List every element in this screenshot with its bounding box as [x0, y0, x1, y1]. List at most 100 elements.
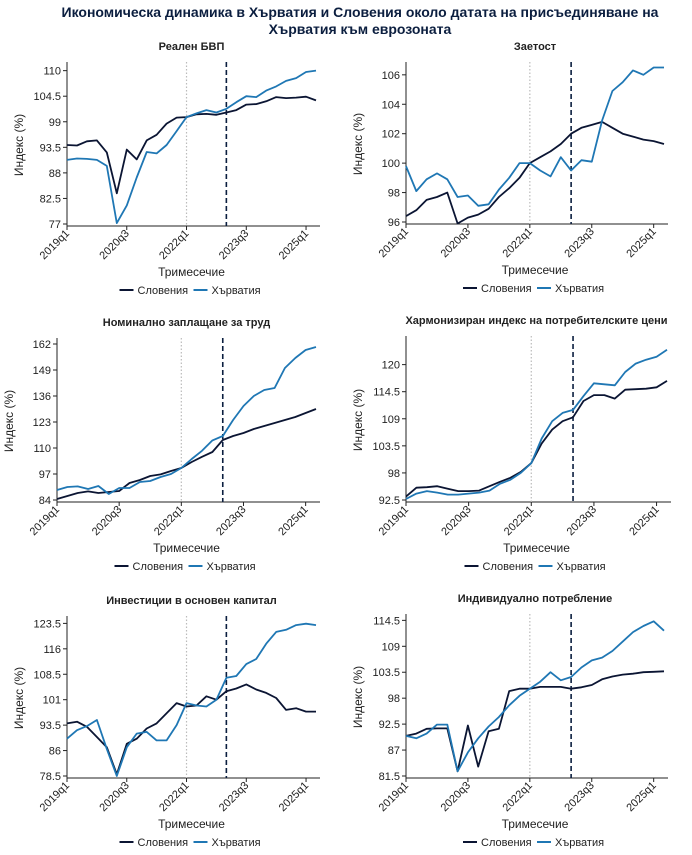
x-tick-label: 2020q3 — [90, 504, 124, 538]
y-tick-label: 103.5 — [372, 441, 400, 453]
series-line-slovenia — [405, 121, 665, 225]
y-tick-label: 116 — [43, 644, 61, 656]
y-tick-label: 82.5 — [40, 193, 61, 205]
series-line-slovenia — [66, 683, 316, 776]
y-tick-label: 81.5 — [379, 771, 400, 783]
x-tick-label: 2019q1 — [38, 228, 72, 262]
y-tick-label: 98 — [388, 468, 400, 480]
series-line-croatia — [66, 69, 317, 225]
y-tick-label: 92.5 — [379, 495, 400, 507]
x-tick-label: 2020q3 — [439, 226, 473, 260]
y-tick-label: 109 — [382, 641, 400, 653]
x-tick-label: 2019q1 — [38, 780, 72, 814]
x-tick-label: 2020q3 — [439, 504, 473, 538]
legend-label: Словения — [481, 837, 532, 849]
x-tick-label: 2022q1 — [502, 504, 536, 538]
chart-title: Заетост — [514, 41, 557, 53]
legend-label: Хърватия — [555, 283, 604, 295]
x-tick-label: 2022q1 — [152, 504, 186, 538]
legend-label: Словения — [133, 561, 184, 573]
y-tick-label: 110 — [33, 443, 51, 455]
x-tick-label: 2023q3 — [562, 780, 596, 814]
y-tick-label: 98 — [388, 693, 400, 705]
x-tick-label: 2022q1 — [157, 228, 191, 262]
x-tick-label: 2023q3 — [214, 504, 248, 538]
y-tick-label: 77 — [49, 219, 61, 231]
y-tick-label: 93.5 — [40, 142, 61, 154]
y-tick-label: 86 — [49, 746, 61, 758]
y-tick-label: 104 — [382, 99, 400, 111]
chart-panel-4: Хармонизиран индекс на потребителските ц… — [351, 315, 671, 573]
x-tick-label: 2022q1 — [501, 226, 535, 260]
x-axis-label: Тримесечие — [158, 265, 225, 279]
y-tick-label: 93.5 — [40, 720, 61, 732]
chart-panel-2: Заетост 96 98 100 102 104 106 2019q1 2020q3 2022q… — [351, 41, 668, 295]
y-tick-label: 149 — [33, 365, 51, 377]
legend-label: Словения — [138, 285, 189, 297]
legend-label: Словения — [138, 837, 189, 849]
series-line-croatia — [405, 620, 665, 773]
y-tick-label: 88 — [49, 168, 61, 180]
y-tick-label: 110 — [43, 66, 61, 78]
y-axis-label: Индекс (%) — [2, 390, 16, 452]
x-axis-label: Тримесечие — [153, 541, 220, 555]
y-axis-label: Индекс (%) — [351, 389, 365, 451]
legend-label: Словения — [483, 561, 534, 573]
x-tick-label: 2025q1 — [624, 226, 658, 260]
y-tick-label: 87 — [388, 745, 400, 757]
series-line-slovenia — [405, 670, 665, 773]
x-axis-label: Тримесечие — [502, 263, 569, 277]
chart-title: Хармонизиран индекс на потребителските ц… — [405, 315, 667, 327]
chart-title: Индивидуално потребление — [458, 593, 613, 605]
x-tick-label: 2020q3 — [439, 780, 473, 814]
y-tick-label: 114.5 — [373, 387, 400, 399]
y-tick-label: 100 — [382, 158, 400, 170]
chart-title: Номинално заплащане за труд — [103, 317, 270, 329]
x-tick-label: 2025q1 — [624, 780, 658, 814]
chart-panel-5: Инвестиции в основен капитал 78.5 86 93.5 10… — [12, 595, 320, 849]
x-axis-label: Тримесечие — [502, 817, 569, 831]
y-axis-label: Индекс (%) — [12, 667, 26, 729]
y-tick-label: 123.5 — [33, 618, 61, 630]
chart-title: Инвестиции в основен капитал — [106, 595, 277, 607]
series-line-croatia — [405, 349, 668, 500]
y-tick-label: 84 — [39, 495, 51, 507]
series-line-slovenia — [405, 380, 668, 498]
legend-label: Хърватия — [557, 561, 606, 573]
chart-panel-6: Индивидуално потребление 81.5 87 92.5 98 103.… — [351, 593, 668, 849]
figure-title: Икономическа динамика в Хърватия и Слове… — [40, 4, 680, 38]
legend-label: Словения — [481, 283, 532, 295]
x-axis-label: Тримесечие — [158, 817, 225, 831]
legend-label: Хърватия — [207, 561, 256, 573]
series-line-croatia — [66, 622, 317, 777]
y-tick-label: 104.5 — [33, 91, 61, 103]
x-tick-label: 2023q3 — [217, 780, 251, 814]
y-axis-label: Индекс (%) — [351, 113, 365, 175]
series-line-croatia — [56, 346, 317, 495]
legend-label: Хърватия — [212, 837, 261, 849]
y-tick-label: 99 — [49, 117, 61, 129]
x-tick-label: 2020q3 — [97, 228, 131, 262]
y-axis-label: Индекс (%) — [351, 666, 365, 728]
x-tick-label: 2022q1 — [157, 780, 191, 814]
chart-panel-3: Номинално заплащане за труд 84 97 110 123 136… — [2, 317, 320, 573]
y-tick-label: 136 — [33, 391, 51, 403]
y-tick-label: 98 — [388, 188, 400, 200]
x-tick-label: 2023q3 — [562, 226, 596, 260]
x-tick-label: 2023q3 — [217, 228, 251, 262]
x-tick-label: 2025q1 — [277, 228, 311, 262]
y-tick-label: 102 — [382, 129, 400, 141]
chart-panel-1: Реален БВП 77 82.5 88 93.5 99 104.5 110 2019q1 20… — [12, 41, 320, 297]
y-tick-label: 123 — [33, 417, 51, 429]
y-tick-label: 106 — [382, 70, 400, 82]
y-tick-label: 103.5 — [372, 667, 400, 679]
series-line-slovenia — [56, 408, 317, 500]
x-tick-label: 2019q1 — [28, 504, 62, 538]
series-line-slovenia — [66, 95, 317, 195]
y-tick-label: 120 — [382, 360, 400, 372]
x-tick-label: 2022q1 — [501, 780, 535, 814]
x-tick-label: 2019q1 — [377, 780, 411, 814]
y-tick-label: 96 — [388, 217, 400, 229]
